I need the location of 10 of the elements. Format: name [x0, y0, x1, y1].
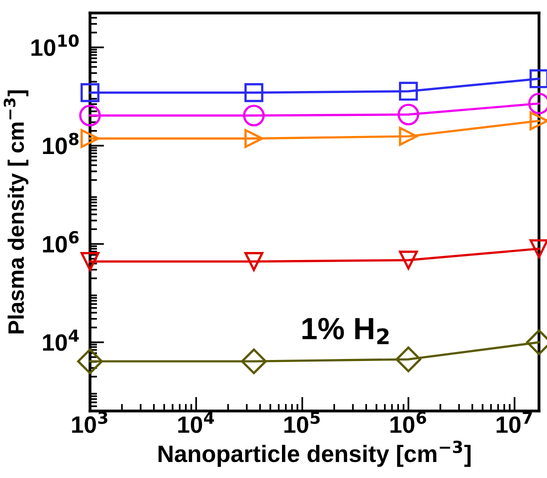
x-tick-label: 10$^{3}$ — [72, 411, 108, 434]
y-axis-title: Plasma density [ cm$^{−3}$] — [4, 90, 28, 334]
x-axis-title: Nanoparticle density [cm$^{−3}$] — [158, 440, 471, 467]
x-tick-label: 10$^{6}$ — [390, 411, 426, 434]
y-tick-label: 10$^{6}$ — [43, 231, 79, 253]
x-tick-label: 10$^{4}$ — [178, 412, 214, 434]
y-tick-label: 10$^{4}$ — [43, 330, 79, 351]
y-tick-label: 10$^{8}$ — [43, 132, 79, 154]
y-tick-label: 10$^{10}$ — [31, 34, 79, 56]
annotation: 1% H$_{2}$ — [302, 318, 389, 344]
